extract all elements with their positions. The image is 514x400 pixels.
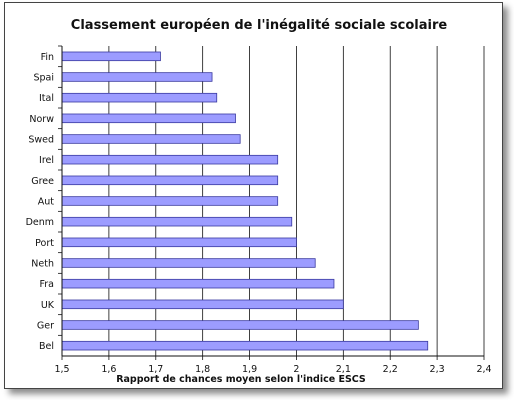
category-label: Ger: [37, 321, 54, 332]
category-label: UK: [41, 300, 55, 311]
category-label: Bel: [39, 341, 54, 352]
bar: [61, 340, 429, 351]
category-label: Spai: [33, 73, 54, 84]
bars: [61, 51, 429, 351]
bar: [61, 320, 419, 330]
bar: [61, 72, 213, 82]
bar: [61, 113, 236, 124]
x-tick-labels: 1,5 1,6 1,7 1,8 1,9 2 2,1 2,2 2,3 2,4: [54, 364, 491, 375]
category-label: Fin: [41, 52, 54, 63]
category-label: Aut: [38, 197, 55, 208]
category-label: Neth: [31, 259, 54, 270]
bar: [61, 196, 279, 206]
bar: [61, 134, 241, 144]
bar: [61, 299, 344, 310]
x-tick-label: 2,1: [336, 364, 351, 375]
x-axis-label: Rapport de chances moyen selon l'indice …: [116, 374, 366, 385]
x-tick-label: 2,2: [383, 364, 398, 375]
x-tick-label: 1,5: [54, 364, 69, 375]
x-tick-label: 1,9: [242, 364, 257, 375]
bar: [61, 258, 316, 268]
bar: [61, 51, 161, 62]
chart-frame: Classement européen de l'inégalité socia…: [4, 2, 503, 389]
axes: [58, 45, 485, 360]
category-label: Gree: [31, 176, 54, 187]
x-tick-label: 1,8: [195, 364, 210, 375]
bar: [61, 175, 279, 186]
x-tick-label: 2,4: [476, 364, 491, 375]
x-tick-label: 1,6: [101, 364, 116, 375]
category-label: Irel: [39, 155, 54, 166]
category-label: Denm: [26, 217, 54, 228]
bar: [61, 92, 218, 103]
x-tick-label: 2: [293, 364, 299, 375]
bar: [61, 237, 297, 248]
bar: [61, 216, 293, 227]
category-label: Ital: [39, 93, 54, 104]
category-labels: Fin Spai Ital Norw Swed Irel Gree Aut Denm Port Ne…: [26, 52, 55, 352]
bar: [61, 278, 335, 289]
category-label: Norw: [29, 114, 54, 125]
x-tick-label: 1,7: [148, 364, 163, 375]
bar: [61, 154, 279, 165]
category-label: Swed: [28, 135, 54, 146]
category-label: Fra: [39, 279, 54, 290]
chart-svg: Classement européen de l'inégalité socia…: [26, 18, 492, 385]
x-tick-label: 2,3: [430, 364, 445, 375]
category-label: Port: [35, 238, 54, 249]
chart-title: Classement européen de l'inégalité socia…: [71, 18, 448, 33]
